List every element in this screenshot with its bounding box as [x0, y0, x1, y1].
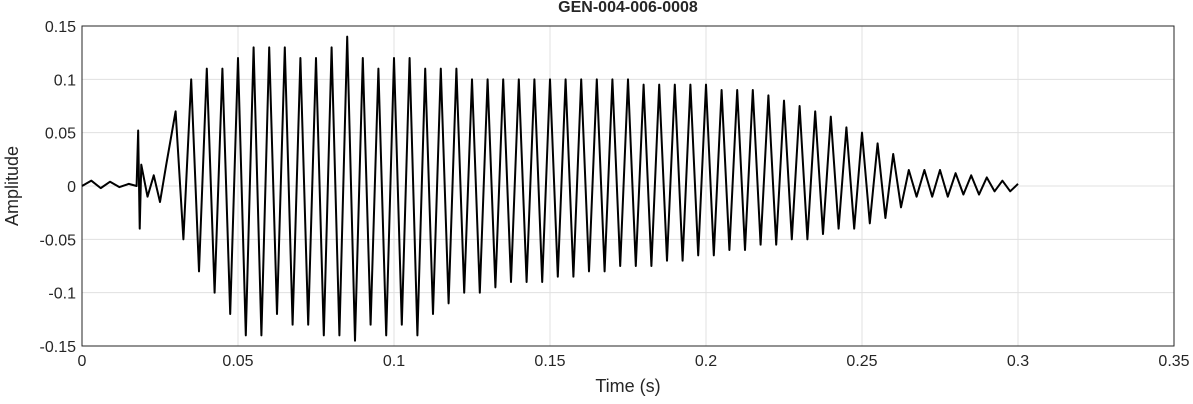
y-tick-label: -0.05 — [40, 232, 77, 249]
x-tick-label: 0.15 — [534, 353, 565, 370]
x-tick-label: 0.05 — [222, 353, 253, 370]
y-tick-label: 0 — [67, 179, 76, 196]
x-tick-label: 0 — [78, 353, 87, 370]
y-tick-label: -0.1 — [48, 286, 76, 303]
x-axis-label: Time (s) — [595, 376, 660, 396]
y-tick-label: 0.05 — [45, 126, 76, 143]
y-tick-label: -0.15 — [40, 339, 77, 356]
x-tick-label: 0.2 — [695, 353, 717, 370]
x-tick-label: 0.25 — [846, 353, 877, 370]
waveform-line — [81, 35, 1019, 342]
x-tick-label: 0.1 — [383, 353, 405, 370]
y-tick-label: 0.1 — [54, 72, 76, 89]
x-tick-label: 0.3 — [1007, 353, 1029, 370]
chart-title: GEN-004-006-0008 — [558, 0, 698, 16]
y-tick-label: 0.15 — [45, 19, 76, 36]
x-tick-label: 0.35 — [1158, 353, 1189, 370]
y-axis-label: Amplitude — [2, 146, 22, 226]
